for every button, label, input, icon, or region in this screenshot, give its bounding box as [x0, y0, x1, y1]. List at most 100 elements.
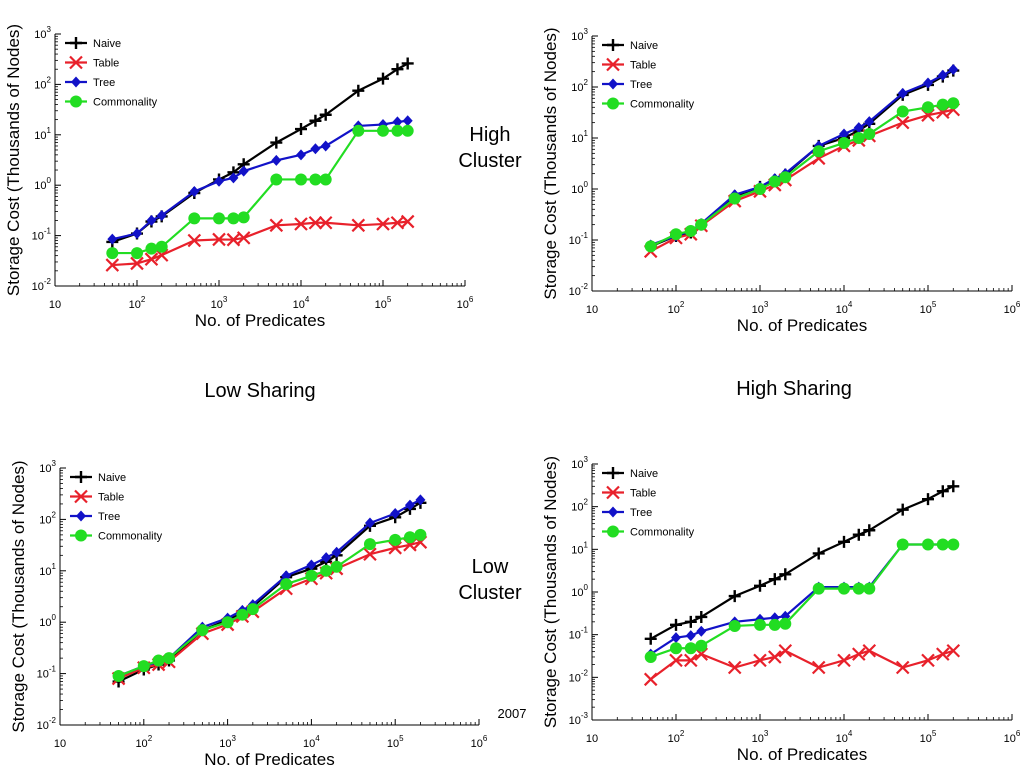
data-point — [75, 471, 87, 483]
data-point — [837, 653, 851, 668]
data-point — [812, 145, 825, 158]
data-point — [145, 242, 158, 255]
data-point — [132, 228, 142, 240]
data-point — [779, 568, 792, 581]
data-point — [936, 538, 949, 551]
data-point — [107, 233, 118, 245]
data-point — [936, 647, 950, 661]
data-point — [401, 124, 414, 137]
data-point — [607, 39, 619, 51]
data-point — [695, 610, 708, 623]
y-axis-title: Storage Cost (Thousands of Nodes) — [541, 456, 560, 728]
data-point — [246, 603, 259, 616]
data-point — [864, 116, 875, 128]
tick-label: 102 — [39, 510, 56, 526]
data-point — [270, 136, 283, 149]
tick-label: 102 — [668, 300, 685, 316]
data-point — [936, 485, 949, 498]
tick-label: 106 — [1004, 300, 1021, 316]
data-point — [401, 57, 414, 70]
legend-item-naive: Naive — [65, 37, 121, 50]
data-point — [852, 647, 866, 661]
data-point — [838, 136, 850, 149]
data-point — [226, 232, 241, 247]
chart-top-right: 10 102 103 104 105 10610-210-1100101102103No.… — [541, 27, 1021, 335]
data-point — [644, 240, 657, 253]
data-point — [923, 77, 933, 89]
data-point — [812, 582, 825, 595]
legend-label: Commonality — [98, 531, 163, 543]
data-point — [152, 654, 165, 667]
year-label: 2007 — [497, 706, 527, 721]
data-point — [156, 210, 167, 222]
data-point — [768, 650, 782, 664]
data-point — [768, 573, 781, 586]
legend-item-tree: Tree — [602, 78, 652, 91]
legend-label: Naive — [630, 468, 658, 480]
tick-label: 102 — [668, 729, 685, 745]
high-cluster-label: High Cluster — [458, 124, 522, 172]
data-point — [310, 143, 321, 155]
tick-label: 10-2 — [569, 282, 589, 298]
tick-label: 104 — [836, 729, 853, 745]
y-axis-title: Storage Cost (Thousands of Nodes) — [541, 27, 560, 299]
data-point — [378, 119, 388, 131]
data-point — [896, 503, 909, 516]
data-point — [212, 232, 226, 247]
tick-label: 103 — [752, 300, 769, 316]
data-point — [280, 578, 293, 591]
data-point — [363, 538, 376, 551]
data-point — [130, 256, 144, 271]
data-point — [754, 618, 766, 631]
tick-label: 10 — [586, 304, 598, 316]
tick-label: 105 — [920, 729, 937, 745]
legend-label: Table — [630, 488, 656, 500]
series-commonality — [112, 528, 427, 682]
data-point — [670, 618, 682, 631]
data-point — [137, 660, 150, 673]
data-point — [695, 218, 708, 231]
legend-label: Tree — [630, 507, 652, 519]
data-point — [853, 122, 864, 134]
legend-item-table: Table — [65, 55, 119, 70]
low-sharing-label: Low Sharing — [204, 380, 316, 402]
data-point — [922, 493, 934, 506]
tick-label: 103 — [34, 25, 51, 41]
data-point — [896, 105, 909, 118]
tick-label: 104 — [293, 295, 310, 311]
data-point — [236, 608, 249, 621]
series-line — [650, 543, 954, 656]
legend-label: Table — [630, 60, 656, 72]
data-point — [131, 247, 143, 260]
legend: Naive Table Tree Commonality — [65, 37, 158, 109]
data-point — [320, 140, 331, 152]
data-point — [778, 643, 793, 658]
data-point — [606, 485, 620, 500]
data-point — [922, 538, 934, 551]
data-point — [895, 115, 910, 130]
data-point — [811, 660, 826, 675]
tick-label: 101 — [571, 129, 588, 145]
data-point — [896, 538, 909, 551]
data-point — [669, 653, 683, 668]
data-point — [684, 615, 697, 628]
data-point — [684, 653, 698, 668]
tick-label: 10-2 — [32, 277, 52, 293]
data-point — [684, 225, 697, 238]
data-point — [727, 660, 742, 675]
series-line — [118, 533, 421, 677]
data-point — [364, 517, 375, 529]
legend-item-table: Table — [602, 57, 656, 72]
data-point — [188, 212, 201, 225]
data-point — [308, 215, 323, 230]
series-commonality — [106, 124, 414, 260]
data-point — [607, 97, 619, 110]
chart-bottom-right: 10 102 103 104 105 106 10-3 10-2 10-1 100 101 102 10… — [541, 455, 1021, 764]
legend-label: Table — [98, 492, 124, 504]
chart-bottom-left: 10 102 103 104 105 10610-210-1100101102103No.… — [9, 459, 488, 768]
tick-label: 102 — [129, 295, 146, 311]
tick-label: 100 — [39, 613, 56, 629]
data-point — [779, 171, 792, 184]
legend-label: Commonality — [93, 97, 158, 109]
data-point — [404, 499, 415, 511]
